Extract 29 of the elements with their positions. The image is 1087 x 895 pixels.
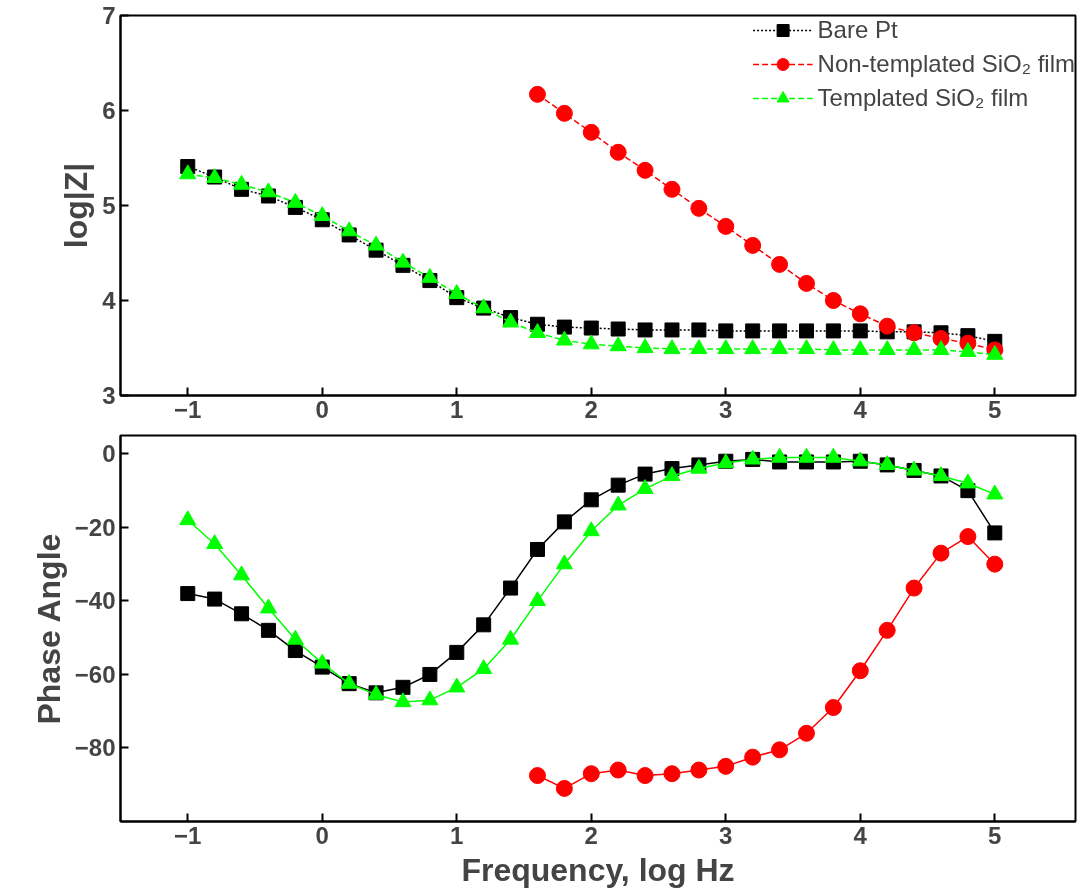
x-tick-label: 2 [584, 395, 598, 423]
y-axis-title: log|Z| [58, 162, 95, 249]
y-axis-title: Phase Angle [30, 533, 67, 725]
y-tick-label: 7 [102, 2, 116, 29]
x-tick-label: 0 [315, 821, 329, 849]
y-tick-label: −80 [74, 734, 116, 762]
x-tick-label: 3 [719, 821, 733, 849]
x-tick-label: 4 [853, 821, 868, 849]
x-tick-label: 4 [853, 395, 868, 423]
y-tick-label: −60 [74, 660, 116, 688]
x-tick-label: 3 [719, 395, 733, 423]
x-tick-label: 5 [988, 821, 1002, 849]
y-tick-label: 5 [102, 192, 116, 219]
x-tick-label: −1 [174, 821, 202, 849]
x-axis-title: Frequency, log Hz [461, 851, 735, 888]
x-tick-label: 0 [315, 395, 329, 423]
y-tick-label: 0 [102, 440, 116, 468]
x-tick-label: 2 [584, 821, 598, 849]
y-tick-label: −20 [74, 513, 116, 541]
y-tick-label: −40 [74, 587, 116, 615]
legend-label: Templated SiO₂ film [817, 84, 1029, 112]
x-tick-label: 1 [450, 395, 464, 423]
legend-label: Bare Pt [817, 16, 898, 44]
x-tick-label: −1 [174, 395, 202, 423]
y-tick-label: 6 [102, 97, 116, 124]
x-tick-label: 1 [450, 821, 464, 849]
legend-label: Non-templated SiO₂ film [817, 50, 1075, 78]
y-tick-label: 4 [102, 287, 117, 314]
x-tick-label: 5 [988, 395, 1002, 423]
